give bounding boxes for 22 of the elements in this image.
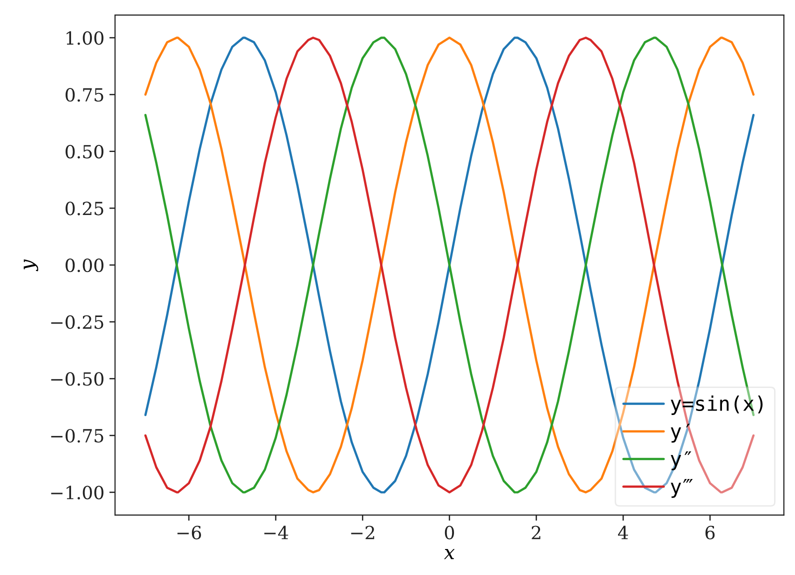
y-tick-label: 0.25 bbox=[66, 202, 104, 216]
y-tick-label: −1.00 bbox=[51, 486, 104, 500]
y-tick-label: −0.75 bbox=[51, 428, 104, 443]
y-tick-label: 0.00 bbox=[66, 258, 104, 272]
x-tick-label: 2 bbox=[532, 526, 540, 540]
x-tick-label: −4 bbox=[264, 526, 288, 540]
legend-label: y=sin(x) bbox=[670, 395, 763, 415]
y-tick-label: −0.50 bbox=[51, 372, 104, 386]
x-tick-label: 0 bbox=[444, 526, 454, 540]
legend-label: y‴ bbox=[670, 479, 693, 498]
y-tick-label: −0.25 bbox=[51, 315, 104, 329]
y-tick-label: 0.75 bbox=[66, 88, 104, 102]
legend-label: y″ bbox=[670, 451, 692, 470]
x-tick-label: 4 bbox=[618, 526, 628, 540]
y-tick-label: 0.50 bbox=[66, 144, 104, 158]
x-tick-label: −6 bbox=[177, 526, 202, 540]
y-tick-label: 1.00 bbox=[66, 31, 104, 45]
legend-label: y′ bbox=[670, 424, 690, 443]
y-axis-title: y bbox=[24, 259, 38, 272]
x-tick-label: 6 bbox=[706, 526, 715, 540]
x-tick-label: −2 bbox=[351, 526, 374, 540]
x-axis-title: x bbox=[444, 548, 455, 560]
